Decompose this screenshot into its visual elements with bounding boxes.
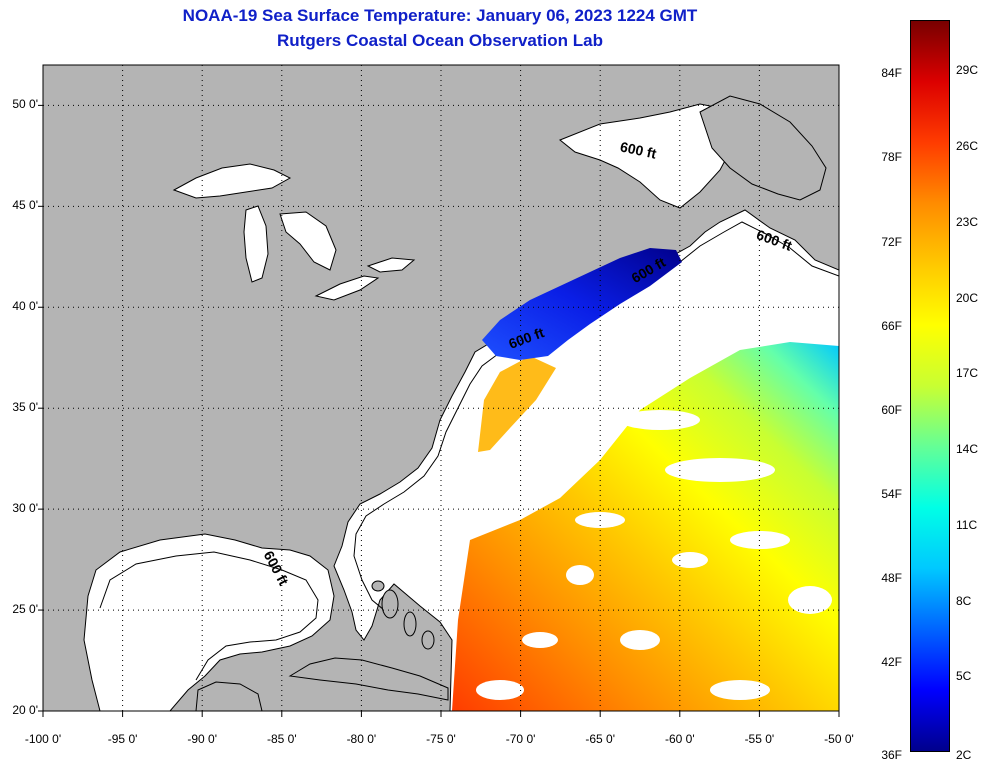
lon-tick-label: -70 0': [505, 732, 536, 746]
colorbar-fahrenheit-label: 72F: [881, 234, 902, 249]
lat-tick-label: 20 0': [12, 703, 38, 717]
colorbar-celsius-label: 29C: [956, 63, 979, 78]
colorbar-celsius-label: 23C: [956, 214, 979, 229]
colorbar-fahrenheit-label: 60F: [881, 402, 902, 417]
colorbar-celsius-label: 26C: [956, 139, 979, 154]
lat-tick-label: 40 0': [12, 299, 38, 314]
sst-cold-shelf: [482, 248, 682, 360]
lake-michigan: [243, 205, 269, 283]
lake-ontario: [366, 257, 416, 273]
lon-tick-label: -75 0': [426, 732, 456, 746]
lon-tick-label: -55 0': [744, 732, 775, 746]
colorbar-celsius-label: 20C: [956, 290, 979, 305]
bahamas-islands: [371, 580, 435, 650]
colorbar-celsius-label: 11C: [956, 517, 978, 532]
lon-tick-label: -100 0': [24, 732, 62, 746]
lon-tick-label: -50 0': [824, 732, 854, 746]
gulf-depth-contour: [99, 551, 319, 681]
gulf-of-st-lawrence: [559, 103, 737, 209]
colorbar-fahrenheit-label: 54F: [881, 486, 902, 501]
colorbar-fahrenheit-label: 36F: [881, 748, 902, 762]
lon-tick-label: -80 0': [346, 732, 377, 746]
colorbar-fahrenheit-label: 66F: [881, 318, 902, 333]
lat-tick-label: 30 0': [12, 501, 38, 516]
colorbar-celsius-label: 17C: [956, 366, 979, 381]
lat-tick-label: 35 0': [12, 400, 38, 415]
lon-tick-label: -90 0': [187, 732, 218, 746]
lake-huron: [279, 211, 337, 271]
sst-gulfstream-patch: [478, 356, 556, 452]
lake-superior: [172, 163, 292, 199]
newfoundland-island: [699, 95, 827, 201]
lat-tick-label: 25 0': [12, 602, 38, 617]
colorbar-fahrenheit-label: 42F: [881, 655, 902, 670]
lon-tick-label: -85 0': [266, 732, 297, 746]
gulf-of-mexico: [83, 533, 335, 711]
map-subtitle: Rutgers Coastal Ocean Observation Lab: [277, 31, 603, 50]
colorbar-celsius-label: 2C: [956, 748, 972, 762]
lon-tick-label: -60 0': [664, 732, 695, 746]
colorbar-fahrenheit-label: 78F: [881, 150, 902, 165]
lon-tick-label: -95 0': [107, 732, 138, 746]
lon-tick-label: -65 0': [585, 732, 616, 746]
colorbar-fahrenheit-label: 48F: [881, 571, 902, 586]
axis-ticks: [38, 104, 840, 717]
lat-tick-label: 50 0': [12, 97, 38, 112]
colorbar-celsius-label: 5C: [956, 669, 972, 684]
temperature-colorbar: [910, 20, 950, 752]
cuba-island: [288, 657, 449, 701]
lat-tick-label: 45 0': [12, 198, 38, 213]
colorbar-celsius-label: 14C: [956, 442, 979, 457]
yucatan-peninsula: [195, 681, 263, 711]
colorbar-celsius-label: 8C: [956, 593, 972, 608]
map-title: NOAA-19 Sea Surface Temperature: January…: [182, 6, 698, 25]
sst-warm-swath: [452, 342, 839, 711]
lake-erie: [314, 275, 380, 301]
colorbar-fahrenheit-label: 84F: [881, 66, 902, 81]
